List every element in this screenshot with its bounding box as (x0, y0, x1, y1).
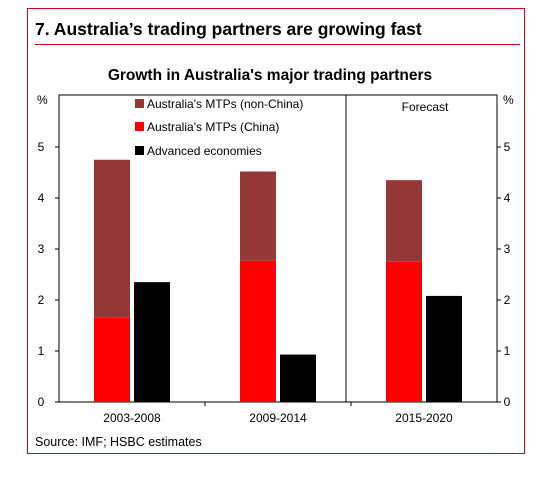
y-tick-label-right: 3 (504, 242, 511, 256)
x-tick-label: 2015-2020 (395, 411, 453, 425)
legend-swatch (135, 99, 144, 108)
chart-title: Growth in Australia's major trading part… (108, 67, 432, 84)
bar-mtps-china (386, 261, 422, 402)
y-tick-label-left: 4 (38, 191, 45, 205)
legend-label: Australia's MTPs (non-China) (147, 97, 303, 111)
y-tick-label-left: 2 (38, 293, 45, 307)
y-tick-label-right: 1 (504, 344, 511, 358)
bar-advanced-economies (280, 354, 316, 402)
bar-advanced-economies (134, 282, 170, 402)
bar-advanced-economies (426, 295, 462, 402)
y-unit-right: % (503, 93, 514, 107)
y-tick-label-right: 4 (504, 191, 511, 205)
x-tick-label: 2003-2008 (103, 411, 161, 425)
x-tick-label: 2009-2014 (249, 411, 307, 425)
y-tick-label-right: 5 (504, 140, 511, 154)
bar-mtps-non-china (94, 159, 130, 318)
y-tick-label-left: 5 (38, 140, 45, 154)
headline-rule (35, 44, 520, 45)
y-tick-label-left: 0 (38, 395, 45, 409)
y-tick-label-left: 1 (38, 344, 45, 358)
bar-mtps-non-china (240, 171, 276, 261)
legend-label: Australia's MTPs (China) (147, 120, 279, 134)
chart-headline: 7. Australia’s trading partners are grow… (35, 19, 422, 39)
legend-label: Advanced economies (147, 144, 262, 158)
legend-swatch (135, 146, 144, 155)
bar-mtps-china (94, 317, 130, 402)
y-tick-label-right: 0 (504, 395, 511, 409)
y-tick-label-left: 3 (38, 242, 45, 256)
legend-swatch (135, 122, 144, 131)
forecast-label: Forecast (402, 100, 449, 114)
y-tick-label-right: 2 (504, 293, 511, 307)
chart-frame (27, 8, 525, 454)
bar-mtps-non-china (386, 180, 422, 262)
y-unit-left: % (37, 93, 48, 107)
source-note: Source: IMF; HSBC estimates (35, 435, 202, 449)
bar-mtps-china (240, 260, 276, 402)
